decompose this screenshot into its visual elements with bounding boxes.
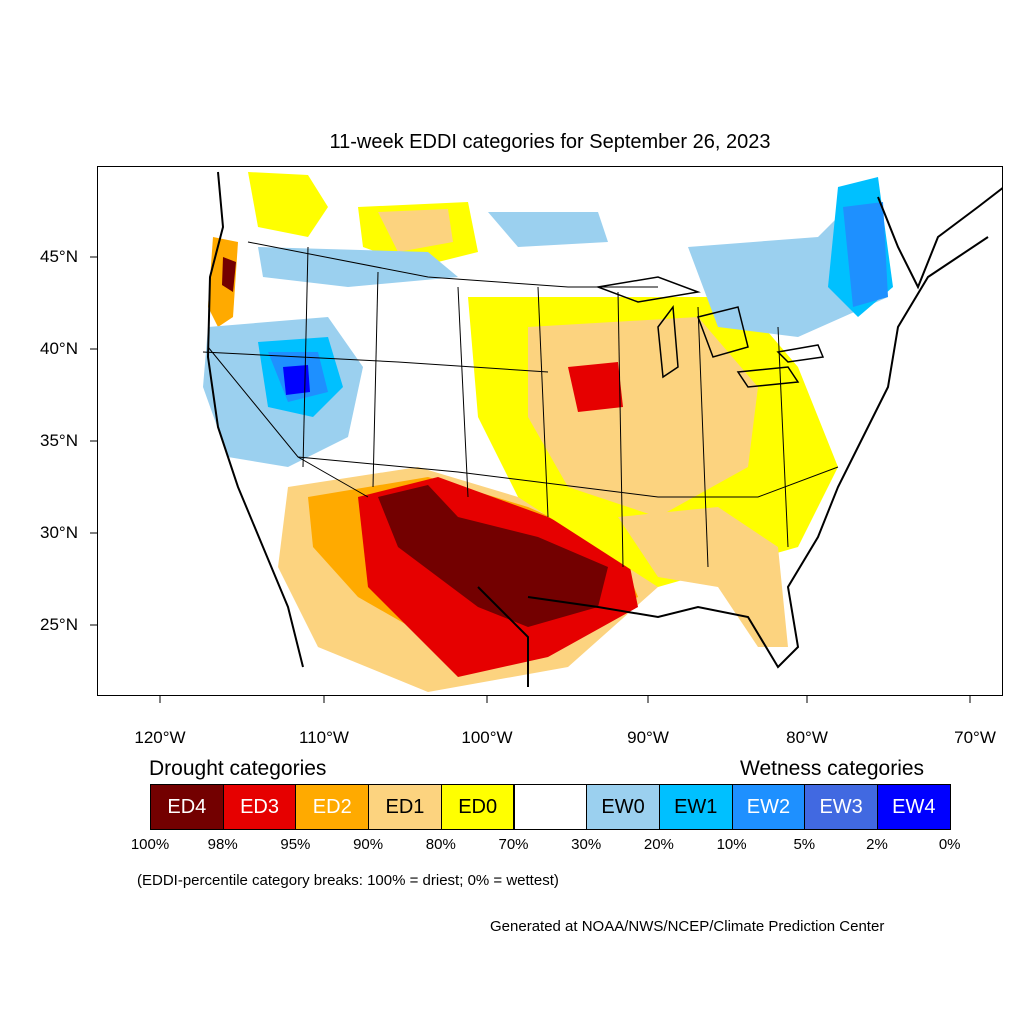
percent-break-label: 0% (938, 836, 961, 853)
legend-box-ed3: ED3 (222, 784, 297, 830)
texas-ed4 (378, 485, 608, 627)
percent-break-label: 2% (866, 836, 888, 853)
percent-break-label: 70% (498, 836, 529, 853)
map-title: 11-week EDDI categories for September 26… (329, 131, 771, 153)
percent-break-label: 30% (571, 836, 602, 853)
percent-break-label: 98% (207, 836, 238, 853)
lat-label-30: 30°N (40, 523, 78, 542)
eddi-map (193, 169, 1002, 692)
pnw-ed4 (222, 257, 236, 292)
legend-box-ew0: EW0 (586, 784, 660, 830)
legend-box-ew4: EW4 (877, 784, 951, 830)
legend-box-ed0: ED0 (440, 784, 515, 830)
lon-label-120w: 120°W (134, 728, 186, 747)
legend-box-ed4: ED4 (150, 784, 224, 830)
boundary-lines (202, 241, 839, 568)
lon-label-90w: 90°W (627, 728, 669, 747)
new-england-ew2 (843, 202, 888, 307)
map-area (97, 166, 1003, 696)
gulf-coast-ed1 (618, 507, 788, 647)
percent-break-label: 5% (793, 836, 816, 853)
lat-label-45: 45°N (40, 247, 78, 266)
lat-label-35: 35°N (40, 431, 78, 450)
lon-label-100w: 100°W (461, 728, 513, 747)
percent-break-label: 80% (425, 836, 456, 853)
wetness-categories-heading: Wetness categories (740, 757, 925, 780)
category-breaks-note: (EDDI-percentile category breaks: 100% =… (137, 872, 559, 889)
lat-label-25: 25°N (40, 615, 78, 634)
percent-break-label: 20% (643, 836, 674, 853)
legend-box-ew1: EW1 (658, 784, 733, 830)
north-plains-ed1 (378, 209, 453, 252)
lon-label-110w: 110°W (299, 728, 349, 747)
lat-label-40: 40°N (40, 339, 78, 358)
legend-box-ed1: ED1 (368, 784, 442, 830)
lon-label-70w: 70°W (954, 728, 996, 747)
legend-box-ew3: EW3 (804, 784, 878, 830)
percent-break-label: 90% (353, 836, 384, 853)
credit-line: Generated at NOAA/NWS/NCEP/Climate Predi… (490, 918, 885, 935)
legend-box-none (513, 784, 588, 830)
northern-border-ew0 (488, 212, 608, 247)
lon-label-80w: 80°W (786, 728, 828, 747)
percent-break-label: 95% (280, 836, 311, 853)
legend-box-ew2: EW2 (731, 784, 806, 830)
ne-yellow-top (248, 172, 328, 237)
legend-box-ed2: ED2 (295, 784, 370, 830)
percent-break-label: 100% (130, 836, 170, 853)
percent-break-label: 10% (716, 836, 747, 853)
drought-categories-heading: Drought categories (149, 757, 327, 780)
iowa-ed3 (568, 362, 623, 412)
great-basin-ew4 (283, 365, 310, 395)
coastline (206, 171, 1002, 687)
great-lakes-outline (595, 276, 825, 388)
